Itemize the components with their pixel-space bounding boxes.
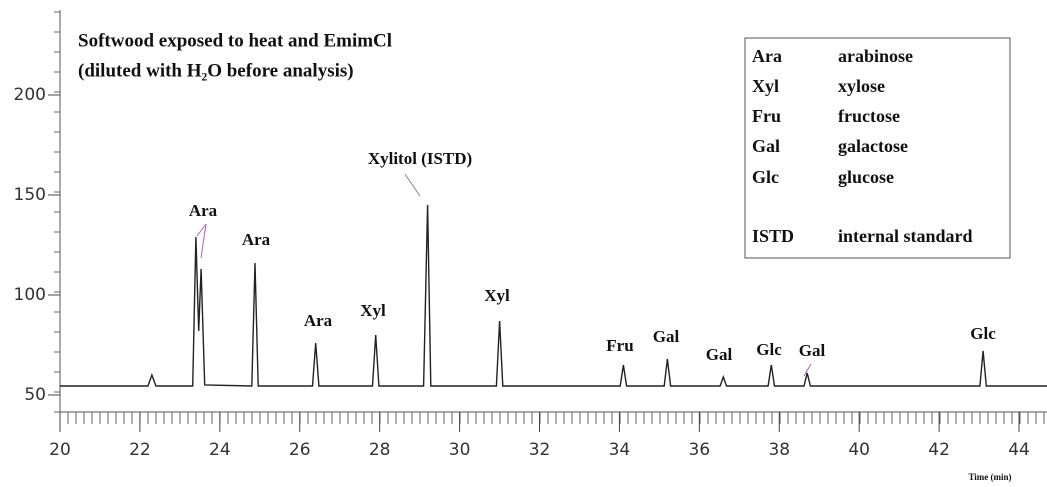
legend-abbr: Gal [752,136,780,156]
y-tick-label: 50 [24,385,46,405]
x-tick-label: 26 [289,440,311,460]
x-tick-label: 28 [369,440,391,460]
legend-abbr: Ara [752,46,782,66]
x-tick-label: 22 [129,440,151,460]
peak-label: Xylitol (ISTD) [368,149,472,168]
peak-label: Glc [756,340,782,359]
legend-name: arabinose [838,46,913,66]
pointer [404,173,421,197]
legend-name: fructose [838,106,900,126]
x-tick-label: 30 [449,440,471,460]
peak-label: Gal [653,327,680,346]
legend-box [744,37,1011,259]
x-tick-label: 36 [689,440,711,460]
chart-title: Softwood exposed to heat and EmimCl [78,30,392,51]
chart-subtitle: (diluted with H₂O before analysis) [78,60,354,81]
y-tick-label: 150 [14,185,46,205]
x-tick-label: 32 [529,440,551,460]
peak-label: Glc [970,324,996,343]
peak-label: Xyl [360,301,386,320]
legend-name: glucose [838,167,894,187]
y-tick-label: 100 [14,285,46,305]
legend-abbr: Fru [752,106,781,126]
trace [60,204,1047,387]
pointer [196,223,207,237]
y-tick-label: 200 [14,85,46,105]
x-tick-label: 24 [209,440,231,460]
x-tick-label: 44 [1008,440,1030,460]
x-tick-label: 20 [49,440,71,460]
pointers [196,223,207,259]
pointer [803,363,812,377]
legend-abbr: ISTD [752,226,794,246]
legend-name: galactose [838,136,908,156]
x-tick-label: 40 [848,440,870,460]
legend-abbr: Glc [752,167,779,187]
peak-label: Ara [304,311,333,330]
peak-label: Ara [242,230,271,249]
legend-name: internal standard [838,226,973,246]
peak-label: Gal [706,345,733,364]
pointer [200,223,207,259]
peak-label: Ara [189,201,218,220]
legend-abbr: Xyl [752,76,779,96]
x-axis-label: Time (min) [968,472,1011,482]
peak-label: Xyl [484,286,510,305]
x-tick-label: 42 [928,440,950,460]
x-tick-label: 38 [768,440,790,460]
peak-label: Fru [606,336,633,355]
legend-name: xylose [838,76,885,96]
peak-label: Gal [799,341,826,360]
x-tick-label: 34 [609,440,631,460]
